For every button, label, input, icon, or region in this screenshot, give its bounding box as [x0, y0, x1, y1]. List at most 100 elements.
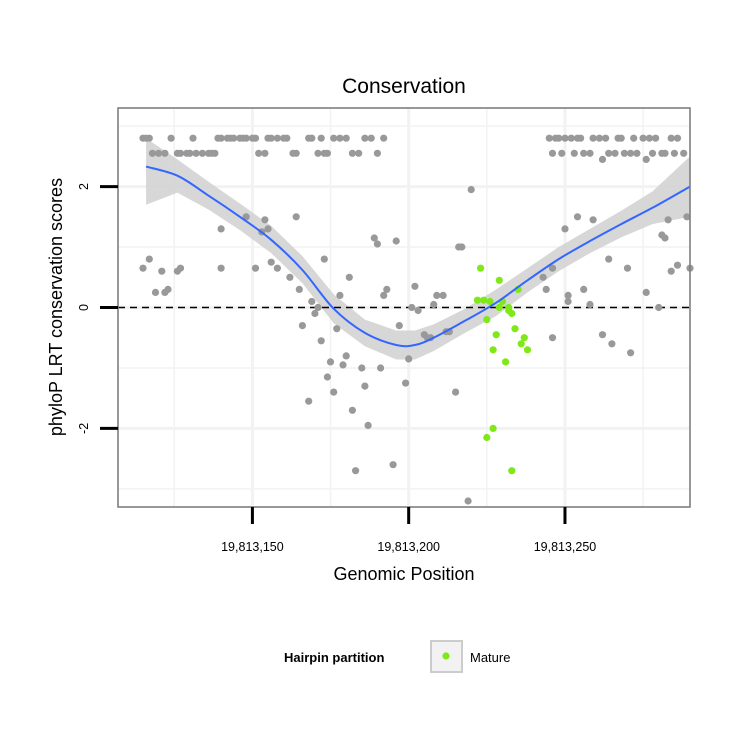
other-point	[645, 134, 654, 142]
other-point	[342, 352, 350, 360]
y-tick-label: 2	[77, 183, 91, 190]
other-point	[342, 134, 350, 142]
mature-point	[517, 340, 525, 348]
mature-point	[520, 334, 528, 342]
mature-point	[483, 433, 491, 442]
other-point	[155, 149, 163, 157]
other-point	[251, 134, 260, 142]
other-point	[545, 134, 553, 142]
other-point	[267, 258, 275, 266]
other-point	[627, 149, 635, 157]
other-point	[573, 213, 582, 221]
other-point	[680, 149, 688, 157]
other-point	[148, 149, 156, 157]
other-point	[377, 364, 385, 372]
other-point	[661, 234, 669, 242]
other-point	[286, 273, 294, 281]
other-point	[564, 291, 572, 299]
x-axis-title: Genomic Position	[333, 564, 474, 584]
x-tick-label: 19,813,150	[221, 540, 284, 554]
other-point	[326, 358, 335, 366]
other-point	[339, 361, 347, 369]
mature-point	[508, 309, 516, 318]
smooth-line	[145, 165, 691, 348]
other-point	[598, 155, 607, 163]
other-point	[586, 149, 594, 157]
other-point	[330, 134, 338, 142]
other-point	[392, 237, 400, 245]
other-point	[261, 216, 269, 224]
other-point	[380, 134, 388, 142]
other-point	[364, 421, 372, 429]
other-point	[373, 149, 381, 157]
other-point	[548, 149, 557, 157]
other-point	[555, 134, 563, 142]
other-point	[358, 364, 366, 372]
other-point	[323, 149, 331, 157]
mature-point	[477, 264, 485, 272]
other-point	[211, 149, 219, 157]
other-point	[661, 149, 669, 157]
other-point	[167, 134, 175, 142]
mature-point	[486, 297, 494, 306]
y-tick-label: -2	[77, 423, 91, 434]
data-points-layer	[139, 134, 694, 505]
other-point	[145, 255, 153, 263]
other-point	[305, 397, 313, 405]
other-point	[605, 255, 613, 263]
other-point	[464, 497, 472, 505]
other-point	[630, 134, 638, 142]
other-point	[367, 134, 375, 142]
other-point	[323, 373, 331, 381]
other-point	[664, 216, 672, 224]
other-point	[411, 282, 419, 290]
legend-label-mature: Mature	[470, 650, 510, 665]
mature-point	[511, 325, 519, 333]
other-point	[298, 322, 306, 330]
other-point	[642, 288, 650, 296]
other-point	[589, 134, 597, 142]
mature-point	[495, 276, 503, 284]
other-point	[176, 149, 185, 157]
other-point	[320, 255, 328, 263]
other-point	[402, 379, 410, 387]
other-point	[623, 264, 632, 272]
other-point	[230, 134, 238, 142]
other-point	[564, 297, 572, 306]
confidence-ribbon	[146, 138, 691, 360]
other-point	[151, 288, 160, 296]
mature-point	[489, 346, 497, 354]
other-point	[139, 264, 147, 272]
other-point	[389, 461, 397, 469]
other-point	[283, 134, 291, 142]
chart-title: Conservation	[342, 75, 466, 98]
other-point	[348, 149, 356, 157]
other-point	[561, 225, 569, 233]
mature-point	[473, 296, 482, 304]
legend-title: Hairpin partition	[284, 650, 384, 665]
other-point	[198, 149, 206, 157]
other-point	[608, 340, 616, 348]
other-point	[405, 355, 413, 363]
other-point	[217, 134, 225, 142]
other-point	[352, 467, 360, 475]
grid-lines	[118, 108, 690, 507]
other-point	[589, 216, 597, 224]
other-point	[652, 134, 660, 142]
other-point	[308, 134, 316, 142]
other-point	[333, 325, 341, 333]
other-point	[586, 300, 594, 309]
other-point	[627, 349, 635, 357]
other-point	[292, 149, 300, 157]
other-point	[414, 306, 422, 315]
other-point	[558, 149, 566, 157]
other-point	[251, 264, 260, 272]
other-point	[611, 149, 619, 157]
other-point	[345, 273, 353, 281]
other-point	[467, 186, 475, 194]
y-axis: 2 0 -2	[77, 183, 118, 434]
other-point	[458, 243, 466, 251]
mature-point	[480, 296, 488, 304]
other-point	[670, 149, 679, 157]
other-point	[292, 213, 300, 221]
